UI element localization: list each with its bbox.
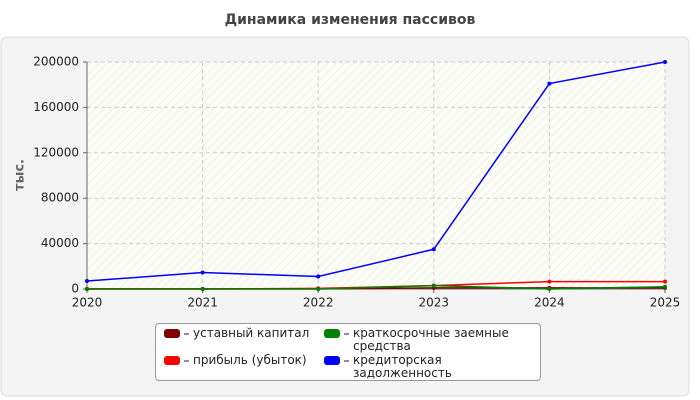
point xyxy=(547,279,552,284)
legend-label: уставный капитал xyxy=(193,326,310,340)
point xyxy=(200,270,205,275)
legend-swatch xyxy=(324,355,340,365)
legend-item: уставный капитал xyxy=(164,327,324,354)
y-tick-label: 80000 xyxy=(41,191,79,205)
series-line xyxy=(86,61,666,282)
legend-item: кредиторская задолженность xyxy=(324,352,544,381)
x-tick-label: 2025 xyxy=(650,296,681,310)
legend-item: краткосрочные заемные средства xyxy=(324,327,544,354)
point xyxy=(663,279,667,284)
y-tick-label: 120000 xyxy=(33,145,79,159)
x-tick-label: 2022 xyxy=(303,296,334,310)
point xyxy=(431,247,436,252)
x-tick-label: 2023 xyxy=(419,296,450,310)
x-tick-label: 2020 xyxy=(72,296,103,310)
legend: уставный капитал прибыль (убыток) краткоср… xyxy=(155,323,541,381)
point xyxy=(547,81,552,86)
legend-label: краткосрочные заемные средства xyxy=(353,326,509,353)
legend-label: кредиторская задолженность xyxy=(353,352,452,380)
point xyxy=(85,287,89,291)
x-tick-label: 2024 xyxy=(534,296,565,310)
chart-title: Динамика изменения пассивов xyxy=(225,12,476,28)
point xyxy=(200,287,205,291)
plot-area xyxy=(87,62,665,289)
series-line xyxy=(87,284,666,290)
y-tick-label: 40000 xyxy=(41,236,79,250)
y-tick-label: 0 xyxy=(71,282,79,296)
y-tick-label: 160000 xyxy=(33,100,79,114)
point xyxy=(663,60,667,64)
point xyxy=(316,274,321,279)
legend-item: прибыль (убыток) xyxy=(164,352,324,381)
point xyxy=(663,284,667,289)
point xyxy=(316,287,321,291)
legend-swatch xyxy=(164,329,180,338)
x-tick-label: 2021 xyxy=(187,296,218,310)
y-tick-label: 200000 xyxy=(33,55,79,69)
legend-swatch xyxy=(164,355,180,365)
point xyxy=(547,287,552,291)
legend-swatch xyxy=(324,329,340,338)
point xyxy=(85,279,89,284)
y-axis-label: тыс. xyxy=(13,159,28,191)
legend-label: прибыль (убыток) xyxy=(193,352,307,367)
point xyxy=(431,283,436,288)
